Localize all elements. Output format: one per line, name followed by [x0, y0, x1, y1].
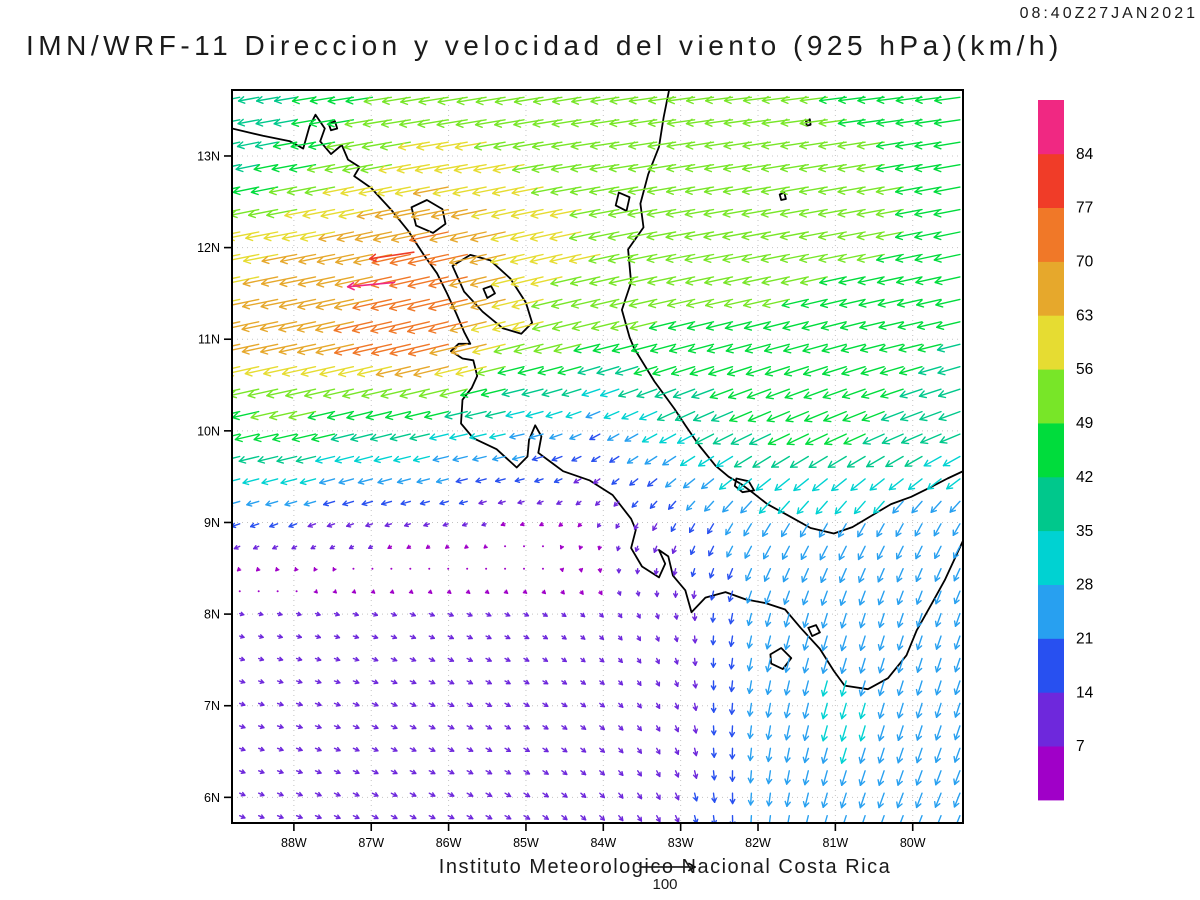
colorbar-tick-label: 84	[1076, 146, 1094, 163]
coastline-path	[807, 624, 821, 637]
coastline-path	[232, 113, 963, 691]
lon-tick-label: 82W	[745, 836, 771, 850]
wind-vector-field	[232, 95, 961, 823]
colorbar-segment	[1038, 530, 1064, 585]
colorbar-segment	[1038, 746, 1064, 801]
map-frame	[231, 89, 964, 824]
reference-arrow	[639, 862, 696, 872]
chart-title: IMN/WRF-11 Direccion y velocidad del vie…	[26, 30, 1063, 61]
colorbar-tick-label: 21	[1076, 631, 1093, 648]
coastline-path	[451, 254, 533, 335]
coastline-path	[733, 477, 755, 494]
coastline-path	[769, 647, 793, 670]
colorbar-tick-label: 7	[1076, 738, 1085, 755]
colorbar-segment	[1038, 692, 1064, 747]
colorbar-segment	[1038, 476, 1064, 532]
lon-tick-label: 86W	[436, 836, 462, 850]
lon-tick-label: 81W	[823, 836, 849, 850]
lat-tick-label: 7N	[204, 699, 220, 713]
colorbar-tick-label: 77	[1076, 200, 1093, 217]
lat-tick-label: 8N	[204, 608, 220, 622]
colorbar-tick-label: 70	[1076, 254, 1094, 271]
colorbar-tick-label: 14	[1076, 684, 1094, 701]
source-caption: Instituto Meteorologico Nacional Costa R…	[438, 856, 892, 878]
lon-tick-label: 87W	[358, 836, 384, 850]
colorbar-segment	[1038, 100, 1064, 155]
lon-tick-label: 88W	[281, 836, 307, 850]
axis-ticks: 6N 7N 8N 9N 10N 11N 12N 13N 88W 87W 86W 85W 84W 83W 82…	[197, 149, 926, 850]
colorbar-segment	[1038, 207, 1064, 262]
lat-tick-label: 12N	[197, 241, 220, 255]
reference-vector-label: 100	[652, 876, 678, 893]
lat-tick-label: 9N	[204, 516, 220, 530]
lon-tick-label: 83W	[668, 836, 694, 850]
lat-tick-label: 13N	[197, 149, 220, 163]
lon-tick-label: 80W	[900, 836, 926, 850]
graticule	[232, 90, 963, 823]
colorbar-tick-label: 49	[1076, 415, 1093, 432]
colorbar-segment	[1038, 315, 1064, 370]
colorbar-tick-label: 35	[1076, 523, 1093, 540]
colorbar-segment	[1038, 153, 1064, 208]
colorbar-segment	[1038, 423, 1064, 478]
colorbar-segment	[1038, 369, 1064, 424]
lon-tick-label: 85W	[513, 836, 539, 850]
valid-time-label: 08:40Z27JAN2021	[1019, 5, 1198, 22]
colorbar-segment	[1038, 584, 1064, 639]
colorbar-tick-label: 42	[1076, 469, 1093, 486]
coastline-path	[327, 120, 339, 132]
colorbar-segment	[1038, 261, 1064, 316]
colorbar-segment	[1038, 638, 1064, 693]
coastline-path	[482, 285, 496, 299]
coastline-path	[614, 191, 631, 212]
colorbar-tick-label: 28	[1076, 577, 1093, 594]
coastline-path	[410, 199, 447, 234]
lat-tick-label: 10N	[197, 424, 220, 438]
colorbar-tick-label: 63	[1076, 307, 1093, 324]
colorbar-tick-label: 56	[1076, 361, 1093, 378]
colorbar: 7 14 21 28 35 42 49 56 63 70 77 84	[1038, 100, 1094, 801]
coastline-path	[621, 90, 963, 535]
lat-tick-label: 6N	[204, 791, 220, 805]
coastlines	[232, 90, 963, 691]
lon-tick-label: 84W	[590, 836, 616, 850]
lat-tick-label: 11N	[198, 333, 220, 347]
